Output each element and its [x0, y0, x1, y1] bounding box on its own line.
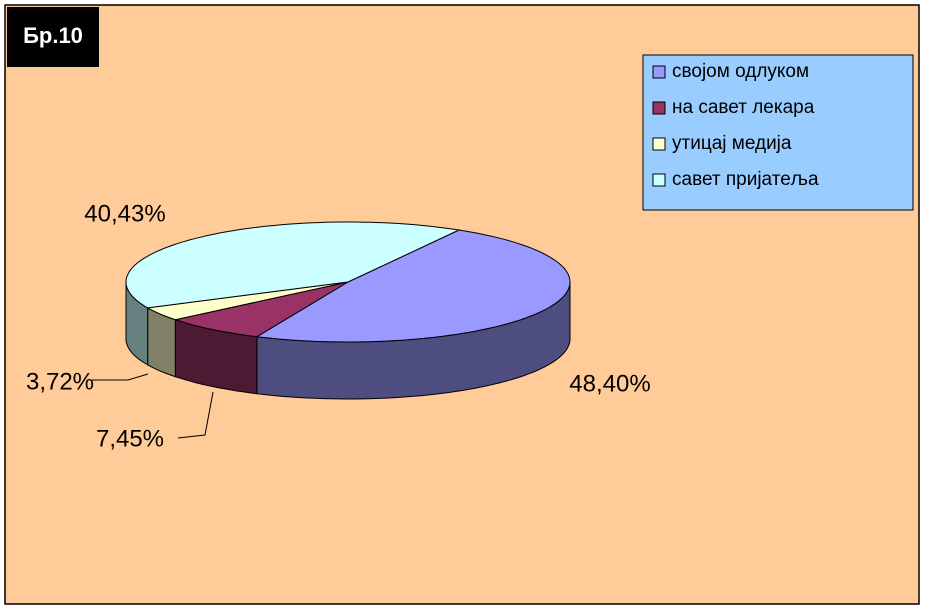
pie-slice [173, 281, 349, 338]
data-label: 3,72% [26, 368, 94, 395]
data-label: 40,43% [84, 200, 165, 227]
legend-label: на савет лекара [672, 97, 815, 118]
leader-line [177, 391, 214, 439]
title-box [7, 7, 99, 67]
chart-title: Бр.10 [23, 23, 83, 48]
legend-label: својом одлуком [672, 61, 809, 82]
legend-label: савет пријатеља [672, 169, 819, 190]
pie-slice [255, 229, 571, 343]
legend [642, 54, 914, 211]
legend-label: утицај медија [672, 133, 792, 154]
pie-slice [125, 221, 461, 309]
legend-swatch [652, 173, 666, 187]
legend-swatch [652, 101, 666, 115]
pie-slice [146, 281, 349, 321]
leader-line [92, 373, 149, 381]
data-label: 48,40% [569, 370, 650, 397]
legend-swatch [652, 65, 666, 79]
legend-swatch [652, 137, 666, 151]
data-label: 7,45% [96, 425, 164, 452]
